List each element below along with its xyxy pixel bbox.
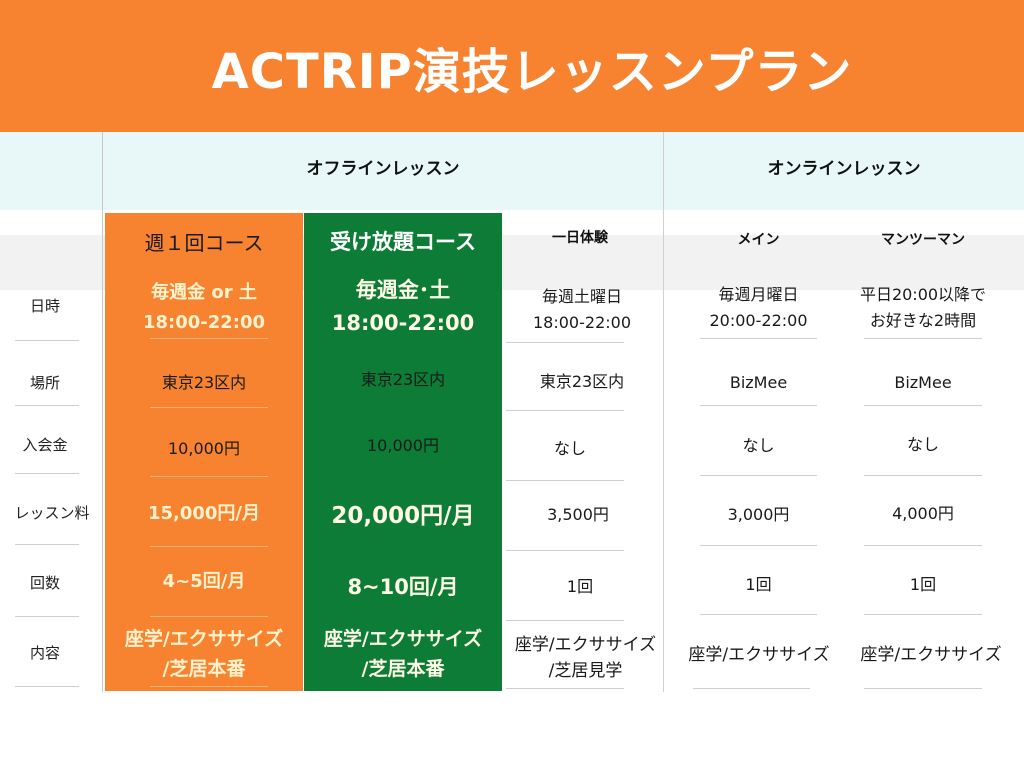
cell-content-one-on-one: 座学/エクササイズ — [860, 645, 1002, 665]
cell-line: 毎週金 or 土 — [151, 282, 257, 303]
row-divider — [700, 614, 817, 615]
row-divider — [150, 476, 268, 477]
row-divider — [864, 338, 982, 339]
cell-place-trial: 東京23区内 — [539, 372, 625, 391]
cell-line: 18:00-22:00 — [533, 313, 631, 332]
row-divider — [506, 480, 624, 481]
cell-count-weekly: 4~5回/月 — [162, 571, 246, 592]
row-divider — [15, 340, 79, 341]
cell-datetime-weekly: 毎週金 or 土 18:00-22:00 — [105, 278, 303, 338]
cell-line: 座学/エクササイズ — [514, 635, 657, 655]
cell-entry-fee-trial: なし — [553, 439, 586, 458]
course-column-unlimited — [304, 213, 502, 691]
row-label-lesson-fee: レッスン料 — [14, 503, 90, 522]
cell-line: 毎週月曜日 — [718, 285, 799, 304]
column-header-main: メイン — [737, 232, 780, 248]
row-divider — [864, 405, 982, 406]
cell-datetime-main: 毎週月曜日 20:00-22:00 — [690, 280, 827, 336]
cell-place-main: BizMee — [729, 373, 788, 392]
cell-entry-fee-one-on-one: なし — [906, 435, 939, 454]
row-divider — [864, 475, 982, 476]
cell-entry-fee-unlimited: 10,000円 — [367, 436, 439, 455]
row-divider — [15, 544, 79, 545]
cell-line: 毎週金･土 — [355, 278, 451, 302]
cell-line: 平日20:00以降で — [859, 285, 987, 304]
cell-content-unlimited: 座学/エクササイズ /芝居本番 — [304, 624, 502, 684]
column-header-one-on-one: マンツーマン — [881, 232, 965, 248]
cell-lesson-fee-unlimited: 20,000円/月 — [331, 503, 475, 529]
cell-datetime-one-on-one: 平日20:00以降で お好きな2時間 — [838, 280, 1008, 336]
cell-line: 座学/エクササイズ — [323, 628, 483, 650]
cell-line: 18:00-22:00 — [331, 311, 475, 335]
cell-lesson-fee-one-on-one: 4,000円 — [892, 504, 954, 523]
cell-line: 座学/エクササイズ — [124, 628, 284, 650]
cell-place-weekly: 東京23区内 — [161, 373, 247, 392]
category-online: オンラインレッスン — [767, 158, 921, 179]
column-header-trial: 一日体験 — [552, 230, 608, 246]
cell-lesson-fee-weekly: 15,000円/月 — [147, 503, 261, 524]
row-divider — [506, 620, 624, 621]
row-divider — [15, 686, 79, 687]
row-divider — [864, 688, 982, 689]
cell-entry-fee-weekly: 10,000円 — [168, 439, 240, 458]
column-header-unlimited: 受け放題コース — [330, 230, 476, 254]
cell-line: /芝居本番 — [361, 658, 445, 680]
row-divider — [700, 405, 817, 406]
row-divider — [150, 407, 268, 408]
header-banner — [0, 0, 1024, 132]
cell-line: 毎週土曜日 — [541, 287, 622, 306]
cell-line: /芝居見学 — [548, 661, 623, 681]
page-title: ACTRIP演技レッスンプラン — [211, 44, 853, 100]
row-divider — [506, 550, 624, 551]
row-divider — [15, 616, 79, 617]
row-divider — [700, 475, 817, 476]
row-label-datetime: 日時 — [29, 296, 60, 315]
category-band — [0, 132, 1024, 210]
row-divider — [506, 688, 624, 689]
cell-lesson-fee-trial: 3,500円 — [547, 505, 609, 524]
row-label-content: 内容 — [29, 643, 60, 662]
row-divider — [150, 686, 268, 687]
row-divider — [700, 545, 817, 546]
cell-count-unlimited: 8~10回/月 — [347, 575, 459, 599]
cell-place-one-on-one: BizMee — [894, 373, 952, 392]
divider-label-column — [102, 132, 103, 692]
cell-datetime-trial: 毎週土曜日 18:00-22:00 — [506, 282, 658, 338]
category-offline: オフラインレッスン — [306, 158, 460, 179]
cell-content-weekly: 座学/エクササイズ /芝居本番 — [105, 624, 303, 684]
divider-online — [663, 132, 664, 692]
cell-line: 18:00-22:00 — [142, 312, 266, 333]
cell-count-one-on-one: 1回 — [909, 575, 937, 594]
course-column-weekly — [105, 213, 303, 691]
row-divider — [150, 546, 268, 547]
cell-line: お好きな2時間 — [869, 311, 977, 330]
cell-line: 20:00-22:00 — [709, 311, 808, 330]
row-divider — [15, 473, 79, 474]
cell-count-main: 1回 — [745, 575, 772, 594]
row-label-place: 場所 — [29, 373, 60, 392]
cell-datetime-unlimited: 毎週金･土 18:00-22:00 — [304, 274, 502, 340]
row-divider — [15, 405, 79, 406]
cell-content-main: 座学/エクササイズ — [688, 645, 830, 665]
row-divider — [693, 688, 810, 689]
cell-content-trial: 座学/エクササイズ /芝居見学 — [503, 630, 668, 686]
row-divider — [150, 616, 268, 617]
cell-lesson-fee-main: 3,000円 — [727, 505, 790, 524]
row-divider — [150, 338, 268, 339]
row-divider — [700, 338, 817, 339]
cell-count-trial: 1回 — [566, 577, 594, 596]
column-header-weekly: 週１回コース — [144, 230, 264, 255]
row-divider — [506, 410, 624, 411]
row-label-entry-fee: 入会金 — [22, 435, 68, 454]
row-label-count: 回数 — [29, 573, 60, 592]
row-divider — [506, 342, 624, 343]
cell-entry-fee-main: なし — [742, 436, 775, 455]
cell-line: /芝居本番 — [162, 658, 246, 680]
row-divider — [864, 614, 982, 615]
row-divider — [864, 545, 982, 546]
cell-place-unlimited: 東京23区内 — [360, 370, 446, 389]
